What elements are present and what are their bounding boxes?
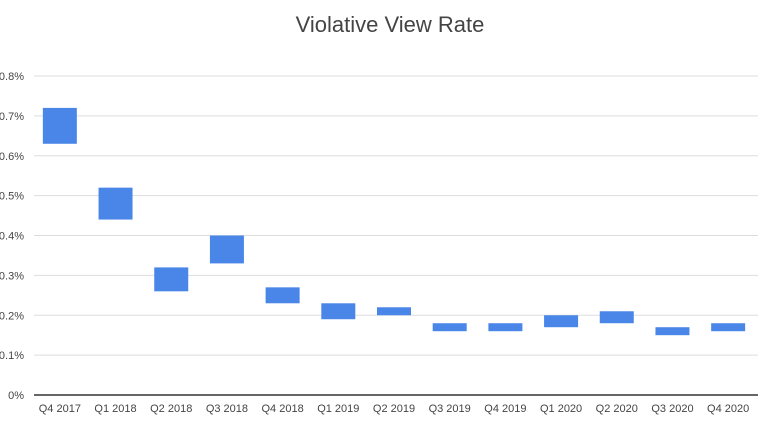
x-tick-label: Q4 2018 — [262, 403, 304, 415]
bar — [154, 267, 189, 292]
bar — [265, 287, 300, 304]
x-tick-label: Q4 2019 — [484, 403, 526, 415]
x-tick-label: Q1 2020 — [540, 403, 582, 415]
bar — [98, 187, 133, 220]
x-tick-label: Q2 2019 — [373, 403, 415, 415]
bar — [544, 315, 579, 328]
x-tick-label: Q2 2018 — [150, 403, 192, 415]
x-tick-label: Q1 2019 — [317, 403, 359, 415]
y-tick-label: 0.7% — [0, 111, 24, 123]
x-tick-label: Q2 2020 — [596, 403, 638, 415]
bar — [42, 107, 77, 144]
y-tick-label: 0.4% — [0, 231, 24, 243]
x-tick-label: Q4 2020 — [707, 403, 749, 415]
y-tick-label: 0.6% — [0, 151, 24, 163]
bar — [377, 307, 411, 316]
x-tick-label: Q4 2017 — [39, 403, 81, 415]
x-tick-label: Q3 2019 — [429, 403, 471, 415]
bar — [432, 323, 467, 332]
y-tick-label: 0.3% — [0, 270, 24, 282]
bar — [321, 303, 356, 320]
y-tick-label: 0.5% — [0, 191, 24, 203]
y-tick-label: 0.2% — [0, 310, 24, 322]
chart-title: Violative View Rate — [295, 12, 485, 37]
bar — [655, 327, 690, 336]
bar — [209, 235, 244, 264]
x-tick-label: Q3 2018 — [206, 403, 248, 415]
x-tick-label: Q1 2018 — [94, 403, 136, 415]
bar — [599, 311, 634, 324]
y-tick-label: 0.8% — [0, 71, 24, 83]
bar — [488, 323, 523, 332]
x-tick-label: Q3 2020 — [651, 403, 693, 415]
y-tick-label: 0.1% — [0, 350, 24, 362]
bar — [711, 323, 746, 332]
y-tick-label: 0% — [8, 390, 24, 402]
